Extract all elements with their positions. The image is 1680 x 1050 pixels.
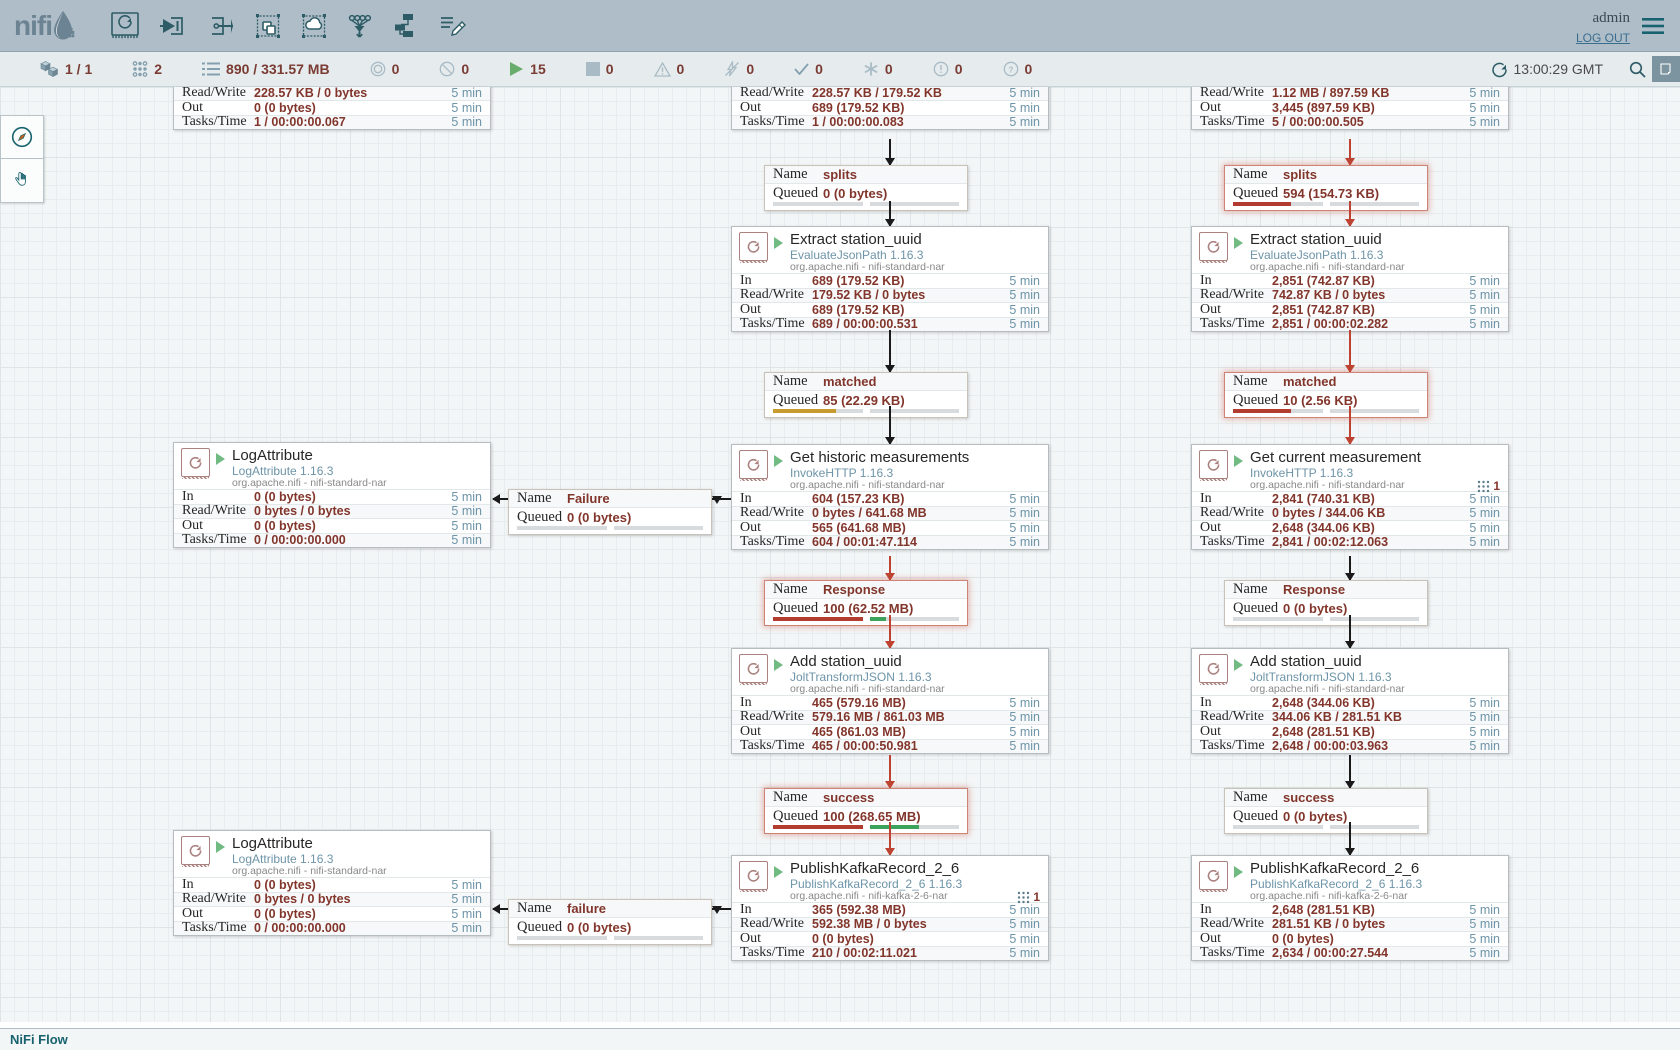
- svg-text:?: ?: [1008, 66, 1013, 75]
